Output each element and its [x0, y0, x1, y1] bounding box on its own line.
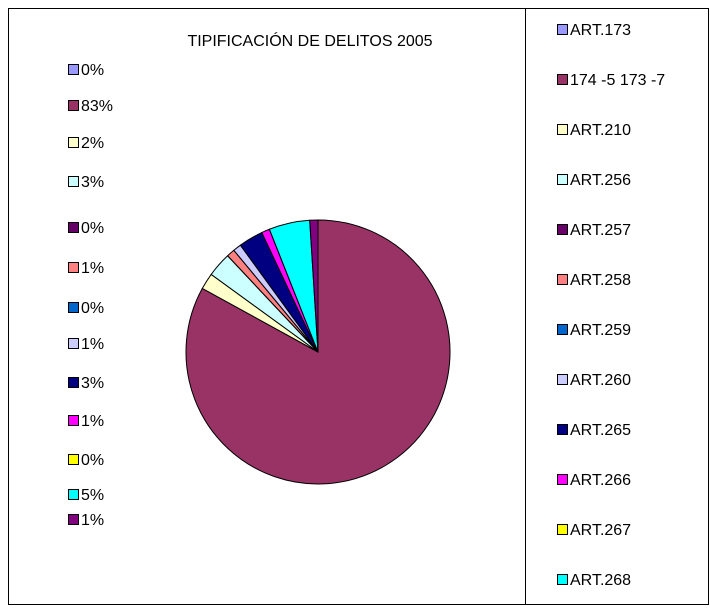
legend-label: ART.210: [570, 122, 631, 139]
label-swatch: [68, 262, 79, 273]
label-swatch: [68, 100, 79, 111]
data-label: 1%: [81, 413, 104, 430]
data-label: 83%: [81, 98, 113, 115]
data-label: 0%: [81, 300, 104, 317]
legend-label: ART.258: [570, 272, 631, 289]
label-swatch: [68, 377, 79, 388]
label-swatch: [68, 137, 79, 148]
pie-slice: [309, 219, 319, 353]
data-label: 3%: [81, 375, 104, 392]
label-swatch: [68, 338, 79, 349]
legend-swatch: [557, 574, 568, 585]
legend-swatch: [557, 424, 568, 435]
legend-label: ART.173: [570, 22, 631, 39]
label-swatch: [68, 222, 79, 233]
legend-swatch: [557, 24, 568, 35]
legend-label: ART.256: [570, 172, 631, 189]
legend-swatch: [557, 474, 568, 485]
pie-slice: [185, 219, 451, 485]
legend-swatch: [557, 324, 568, 335]
data-label: 0%: [81, 452, 104, 469]
label-swatch: [68, 64, 79, 75]
data-label: 1%: [81, 260, 104, 277]
chart-title: TIPIFICACIÓN DE DELITOS 2005: [187, 31, 432, 50]
data-label: 1%: [81, 512, 104, 529]
legend-label: ART.265: [570, 422, 631, 439]
legend-label: ART.267: [570, 522, 631, 539]
legend-label: 174 -5 173 -7: [570, 72, 665, 89]
label-swatch: [68, 415, 79, 426]
legend-label: ART.259: [570, 322, 631, 339]
legend-label: ART.266: [570, 472, 631, 489]
label-swatch: [68, 489, 79, 500]
data-label: 5%: [81, 487, 104, 504]
label-swatch: [68, 302, 79, 313]
data-label: 0%: [81, 62, 104, 79]
data-label: 2%: [81, 135, 104, 152]
data-label: 1%: [81, 336, 104, 353]
data-label: 0%: [81, 220, 104, 237]
legend-label: ART.268: [570, 572, 631, 589]
legend-label: ART.260: [570, 372, 631, 389]
legend-swatch: [557, 224, 568, 235]
legend-swatch: [557, 274, 568, 285]
legend-swatch: [557, 74, 568, 85]
label-swatch: [68, 514, 79, 525]
label-swatch: [68, 454, 79, 465]
data-label: 3%: [81, 174, 104, 191]
legend-swatch: [557, 524, 568, 535]
legend-label: ART.257: [570, 222, 631, 239]
legend-swatch: [557, 374, 568, 385]
legend-swatch: [557, 174, 568, 185]
legend-swatch: [557, 124, 568, 135]
label-swatch: [68, 176, 79, 187]
